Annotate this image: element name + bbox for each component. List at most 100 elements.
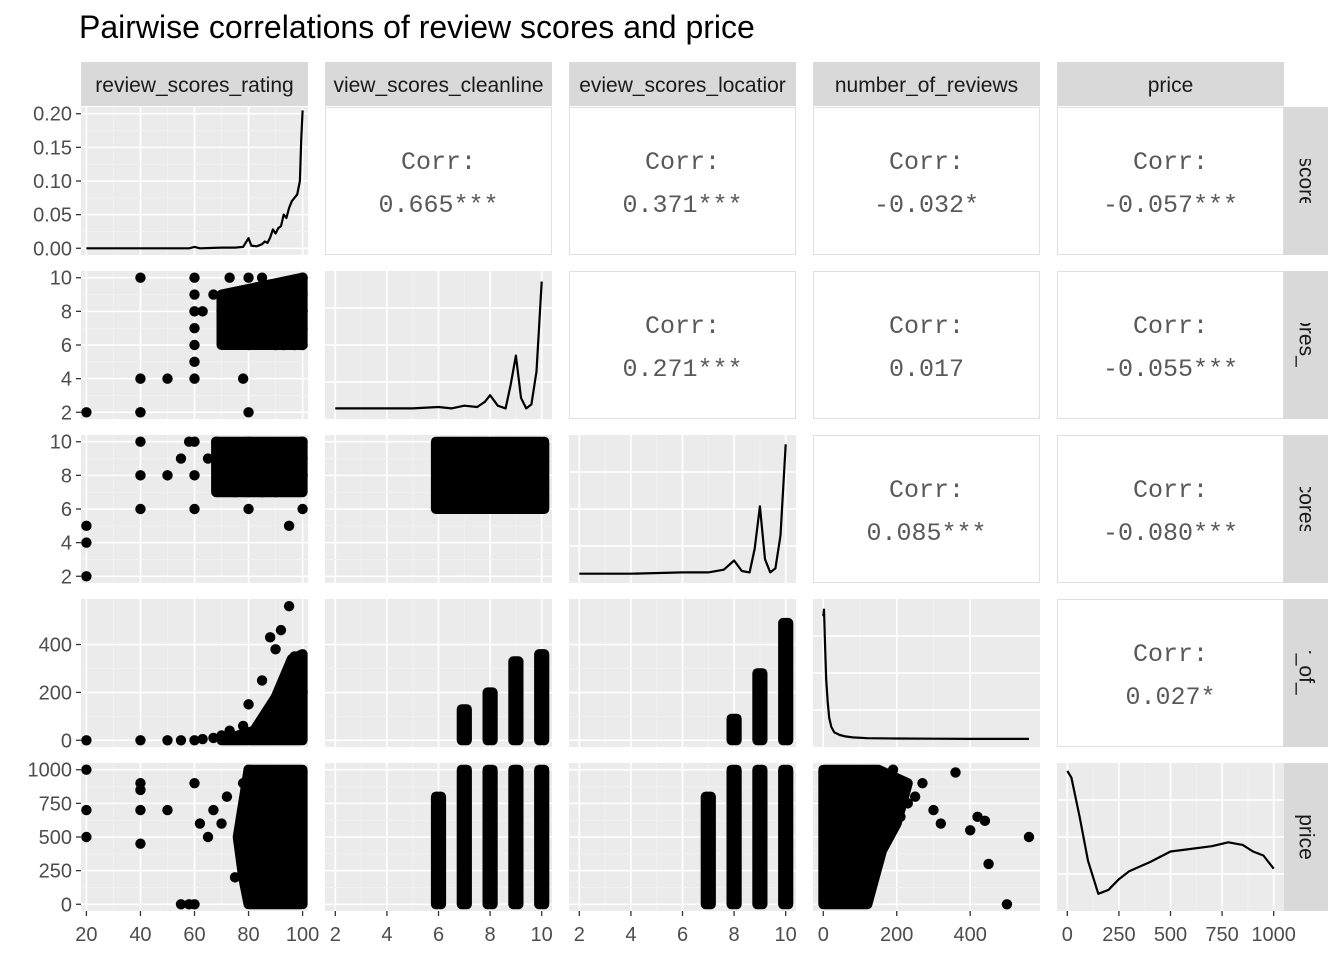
x-tick-label: 250 <box>1102 924 1135 946</box>
scatter-point <box>135 373 146 384</box>
dense-point-cloud <box>211 436 308 498</box>
correlation-panel-background <box>813 271 1040 419</box>
scatter-point <box>189 503 200 515</box>
y-tick-label: 2 <box>61 402 72 424</box>
y-axis-review_scores_location: 2 4 6 8 10 <box>50 432 81 588</box>
scatter-point <box>189 899 200 910</box>
scatter-point <box>189 373 200 384</box>
dense-point-cloud <box>216 272 308 350</box>
y-tick-label: 1000 <box>28 760 73 782</box>
density-line <box>86 110 304 250</box>
correlation-label: Corr: <box>401 148 476 177</box>
y-tick-label: 200 <box>39 682 72 704</box>
correlation-panel-background <box>325 107 552 255</box>
dense-point-cloud <box>482 687 498 746</box>
dense-point-cloud <box>700 791 716 910</box>
strip-right-price: price <box>1284 763 1328 911</box>
scatter-point <box>224 272 235 283</box>
scatter-point <box>81 735 92 746</box>
scatter-point <box>189 306 200 317</box>
x-tick-label: 100 <box>286 924 319 946</box>
panel-number_of_reviews-number_of_reviews <box>813 599 1040 747</box>
correlation-label: Corr: <box>1133 640 1208 669</box>
strip-top-price: price <box>1057 62 1284 106</box>
strip-top-review_scores_location: eview_scores_locatior <box>569 62 796 106</box>
y-tick-label: 0 <box>61 730 72 752</box>
panel-review_scores_location-review_scores_cleanliness <box>325 435 552 583</box>
strip-background <box>569 62 796 106</box>
y-tick-label: 750 <box>39 793 72 815</box>
scatter-point <box>243 699 254 710</box>
y-tick-label: 8 <box>61 301 72 323</box>
y-tick-label: 2 <box>61 566 72 588</box>
strip-right-review_scores_cleanliness: /_scores_clear <box>1284 271 1328 419</box>
scatter-point <box>135 784 146 796</box>
dense-point-cloud <box>232 764 308 910</box>
y-tick-label: 250 <box>39 861 72 883</box>
y-tick-label: 4 <box>61 369 72 391</box>
scatter-point <box>935 818 947 829</box>
correlation-value: 0.085*** <box>866 519 986 548</box>
x-tick-label: 40 <box>129 924 151 946</box>
scatter-point <box>189 272 200 283</box>
correlation-label: Corr: <box>645 312 720 341</box>
correlation-value: 0.665*** <box>378 191 498 220</box>
scatter-point <box>965 825 976 836</box>
scatter-point <box>175 735 187 746</box>
y-tick-label: 4 <box>61 533 72 555</box>
scatter-point <box>275 624 287 636</box>
scatter-point <box>928 804 939 816</box>
scatter-point <box>243 272 254 283</box>
scatter-point <box>237 373 249 384</box>
scatter-point <box>216 818 227 829</box>
x-tick-label: 20 <box>75 924 97 946</box>
y-tick-label: 8 <box>61 465 72 487</box>
x-tick-label: 500 <box>1154 924 1187 946</box>
scatter-point <box>229 872 241 883</box>
strip-label-right: mber_of_revie <box>1295 606 1318 740</box>
correlation-label: Corr: <box>889 476 964 505</box>
scatter-point <box>243 407 254 418</box>
scatter-point <box>81 571 92 582</box>
panel-price-review_scores_cleanliness <box>325 763 552 911</box>
scatter-point <box>135 804 146 816</box>
panel-review_scores_location-price: Corr: -0.080*** <box>1057 435 1284 583</box>
x-tick-label: 0 <box>818 924 829 946</box>
chart-title: Pairwise correlations of review scores a… <box>79 9 755 45</box>
panel-review_scores_cleanliness-review_scores_cleanliness <box>325 271 552 419</box>
dense-point-cloud <box>482 764 498 910</box>
strip-background <box>813 62 1040 106</box>
dense-point-cloud <box>534 649 550 746</box>
correlation-label: Corr: <box>889 312 964 341</box>
panel-review_scores_cleanliness-review_scores_location: Corr: 0.271*** <box>569 271 796 419</box>
scatter-point <box>81 407 92 418</box>
panel-review_scores_cleanliness-review_scores_rating <box>81 271 308 419</box>
scatter-point <box>202 453 214 464</box>
scatter-point <box>264 632 276 643</box>
x-axis-price: 0 250 500 750 1000 <box>1062 911 1296 946</box>
panel-number_of_reviews-review_scores_cleanliness <box>325 599 552 747</box>
panel-review_scores_rating-price: Corr: -0.057*** <box>1057 107 1284 255</box>
scatter-point <box>917 777 928 789</box>
y-axis-review_scores_cleanliness: 2 4 6 8 10 <box>50 268 81 424</box>
scatter-point <box>189 735 200 746</box>
scatter-point <box>81 537 92 548</box>
y-tick-label: 0 <box>61 894 72 916</box>
scatter-point <box>256 675 268 686</box>
panel-review_scores_rating-review_scores_rating <box>81 107 308 255</box>
correlation-panel-background <box>569 271 796 419</box>
scatter-point <box>197 733 208 745</box>
scatter-point <box>135 503 146 515</box>
dense-point-cloud <box>726 713 742 746</box>
correlation-value: 0.371*** <box>622 191 742 220</box>
scatter-point <box>135 436 146 447</box>
panel-number_of_reviews-review_scores_rating <box>81 599 308 747</box>
strip-label-top: number_of_reviews <box>835 74 1018 97</box>
panel-price-review_scores_rating <box>81 763 308 911</box>
scatter-point <box>175 899 187 910</box>
scatter-point <box>208 732 219 744</box>
strip-right-review_scores_rating: iew_scores_ra <box>1284 107 1328 255</box>
scatter-point <box>950 767 961 778</box>
strip-background <box>1284 763 1328 911</box>
panel-price-number_of_reviews <box>813 763 1040 911</box>
